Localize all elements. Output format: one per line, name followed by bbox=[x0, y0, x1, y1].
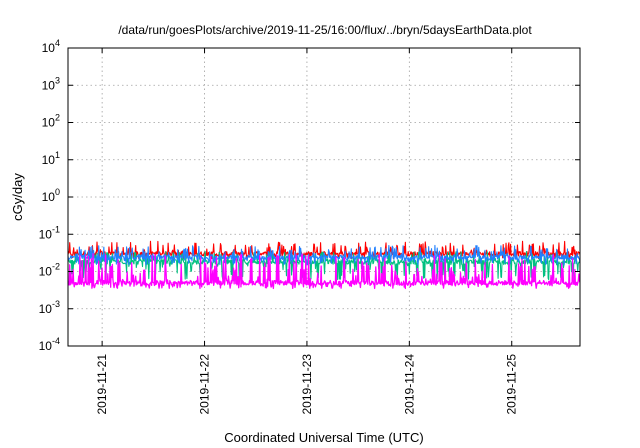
chart-title: /data/run/goesPlots/archive/2019-11-25/1… bbox=[118, 23, 532, 37]
y-tick-label: 10-2 bbox=[39, 262, 60, 279]
y-tick-label: 10-3 bbox=[39, 299, 60, 316]
y-tick-label: 104 bbox=[42, 38, 60, 55]
series-line bbox=[68, 253, 580, 290]
series-line bbox=[68, 240, 580, 260]
y-tick-label: 100 bbox=[42, 187, 60, 204]
x-tick-label: 2019-11-22 bbox=[198, 354, 212, 415]
x-tick-label: 2019-11-25 bbox=[505, 354, 519, 415]
y-axis-label: cGy/day bbox=[10, 173, 25, 221]
plot-area bbox=[68, 240, 580, 290]
series-group bbox=[68, 240, 580, 290]
y-tick-label: 10-4 bbox=[39, 336, 60, 353]
grid bbox=[68, 48, 580, 346]
series-line bbox=[68, 244, 580, 266]
x-axis-label: Coordinated Universal Time (UTC) bbox=[224, 430, 423, 445]
y-tick-label: 10-1 bbox=[39, 224, 60, 241]
y-axis: 10-4 10-3 10-2 10-1 100 101 102 103 104 bbox=[39, 38, 580, 353]
x-tick-label: 2019-11-24 bbox=[402, 354, 416, 415]
y-tick-label: 101 bbox=[42, 150, 60, 167]
x-axis: 2019-11-21 2019-11-22 2019-11-23 2019-11-24… bbox=[95, 48, 519, 415]
x-tick-label: 2019-11-21 bbox=[95, 354, 109, 415]
x-tick-label: 2019-11-23 bbox=[300, 354, 314, 415]
y-tick-label: 103 bbox=[42, 75, 60, 92]
y-tick-label: 102 bbox=[42, 113, 60, 130]
